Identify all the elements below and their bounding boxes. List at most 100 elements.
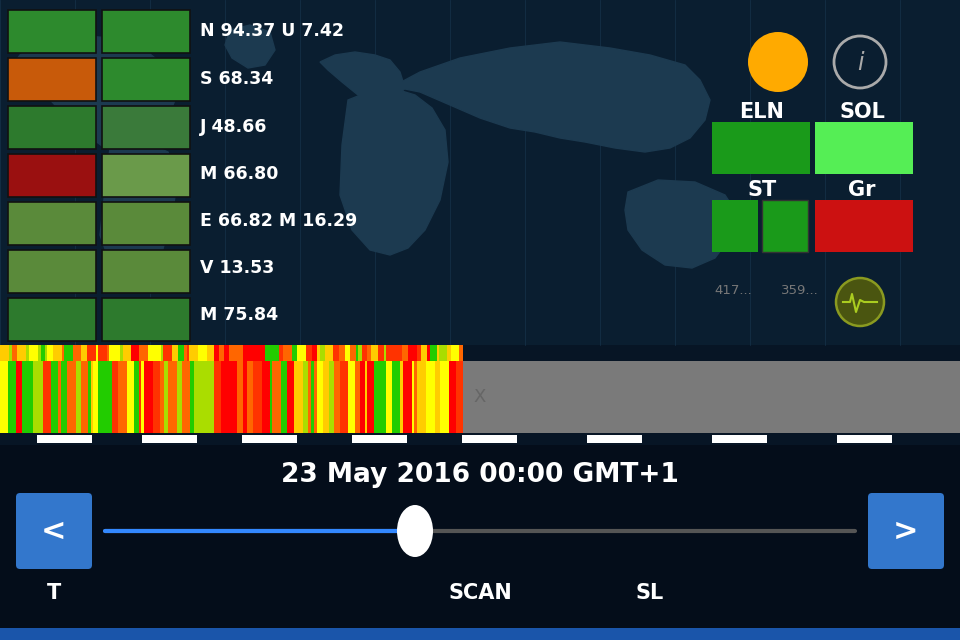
FancyBboxPatch shape	[33, 361, 39, 433]
FancyBboxPatch shape	[292, 345, 297, 361]
FancyBboxPatch shape	[141, 361, 144, 433]
FancyBboxPatch shape	[88, 361, 91, 433]
FancyBboxPatch shape	[8, 250, 96, 293]
FancyBboxPatch shape	[102, 106, 190, 149]
FancyBboxPatch shape	[28, 361, 33, 433]
FancyBboxPatch shape	[189, 345, 198, 361]
FancyBboxPatch shape	[208, 361, 214, 433]
Text: X: X	[474, 388, 486, 406]
FancyBboxPatch shape	[378, 345, 384, 361]
FancyBboxPatch shape	[102, 202, 190, 245]
FancyBboxPatch shape	[308, 361, 311, 433]
FancyBboxPatch shape	[148, 345, 153, 361]
FancyBboxPatch shape	[0, 345, 9, 361]
FancyBboxPatch shape	[172, 345, 178, 361]
FancyBboxPatch shape	[184, 345, 187, 361]
FancyBboxPatch shape	[4, 361, 8, 433]
FancyBboxPatch shape	[412, 361, 414, 433]
FancyBboxPatch shape	[815, 122, 913, 174]
Text: E 66.82 M 16.29: E 66.82 M 16.29	[200, 212, 357, 230]
FancyBboxPatch shape	[207, 345, 214, 361]
FancyBboxPatch shape	[8, 202, 96, 245]
FancyBboxPatch shape	[356, 345, 358, 361]
FancyBboxPatch shape	[360, 361, 365, 433]
FancyBboxPatch shape	[323, 361, 329, 433]
FancyBboxPatch shape	[134, 361, 139, 433]
FancyBboxPatch shape	[386, 345, 394, 361]
FancyBboxPatch shape	[178, 345, 184, 361]
FancyBboxPatch shape	[587, 435, 642, 443]
FancyBboxPatch shape	[81, 361, 88, 433]
FancyBboxPatch shape	[9, 345, 12, 361]
FancyBboxPatch shape	[182, 361, 190, 433]
FancyBboxPatch shape	[240, 345, 243, 361]
FancyBboxPatch shape	[73, 345, 81, 361]
FancyBboxPatch shape	[320, 345, 325, 361]
FancyBboxPatch shape	[102, 298, 190, 341]
FancyBboxPatch shape	[417, 361, 426, 433]
FancyBboxPatch shape	[265, 345, 274, 361]
FancyBboxPatch shape	[219, 361, 221, 433]
FancyBboxPatch shape	[102, 10, 190, 53]
FancyBboxPatch shape	[214, 345, 219, 361]
FancyBboxPatch shape	[427, 345, 430, 361]
Polygon shape	[100, 142, 178, 292]
Polygon shape	[225, 25, 275, 68]
FancyBboxPatch shape	[868, 493, 944, 569]
Circle shape	[748, 32, 808, 92]
Text: 417...: 417...	[714, 284, 752, 296]
FancyBboxPatch shape	[47, 345, 53, 361]
FancyBboxPatch shape	[430, 345, 437, 361]
FancyBboxPatch shape	[258, 345, 265, 361]
Circle shape	[836, 278, 884, 326]
FancyBboxPatch shape	[168, 361, 177, 433]
FancyBboxPatch shape	[139, 361, 141, 433]
FancyBboxPatch shape	[449, 361, 456, 433]
Text: J 48.66: J 48.66	[200, 118, 268, 136]
FancyBboxPatch shape	[345, 345, 350, 361]
FancyBboxPatch shape	[837, 435, 892, 443]
FancyBboxPatch shape	[283, 345, 292, 361]
FancyBboxPatch shape	[287, 361, 294, 433]
FancyBboxPatch shape	[311, 361, 314, 433]
FancyBboxPatch shape	[306, 345, 312, 361]
FancyBboxPatch shape	[712, 435, 767, 443]
FancyBboxPatch shape	[281, 361, 287, 433]
FancyBboxPatch shape	[58, 361, 61, 433]
FancyBboxPatch shape	[109, 345, 116, 361]
Text: ST: ST	[748, 180, 777, 200]
FancyBboxPatch shape	[102, 154, 190, 197]
FancyBboxPatch shape	[314, 361, 317, 433]
FancyBboxPatch shape	[116, 345, 120, 361]
FancyBboxPatch shape	[164, 361, 168, 433]
Text: i: i	[856, 51, 863, 75]
FancyBboxPatch shape	[224, 345, 229, 361]
FancyBboxPatch shape	[51, 361, 58, 433]
Ellipse shape	[397, 505, 433, 557]
Text: SOL: SOL	[839, 102, 885, 122]
FancyBboxPatch shape	[102, 250, 190, 293]
FancyBboxPatch shape	[417, 345, 421, 361]
FancyBboxPatch shape	[91, 361, 93, 433]
FancyBboxPatch shape	[0, 361, 4, 433]
FancyBboxPatch shape	[447, 345, 451, 361]
FancyBboxPatch shape	[112, 361, 118, 433]
FancyBboxPatch shape	[340, 361, 348, 433]
FancyBboxPatch shape	[270, 361, 272, 433]
Text: S 68.34: S 68.34	[200, 70, 274, 88]
FancyBboxPatch shape	[377, 361, 379, 433]
FancyBboxPatch shape	[118, 361, 127, 433]
FancyBboxPatch shape	[39, 361, 43, 433]
FancyBboxPatch shape	[98, 345, 107, 361]
FancyBboxPatch shape	[762, 200, 808, 252]
FancyBboxPatch shape	[294, 361, 303, 433]
FancyBboxPatch shape	[348, 361, 355, 433]
FancyBboxPatch shape	[333, 345, 339, 361]
FancyBboxPatch shape	[334, 361, 340, 433]
FancyBboxPatch shape	[267, 361, 270, 433]
FancyBboxPatch shape	[462, 435, 517, 443]
FancyBboxPatch shape	[403, 361, 412, 433]
FancyBboxPatch shape	[192, 361, 194, 433]
FancyBboxPatch shape	[120, 345, 123, 361]
FancyBboxPatch shape	[451, 345, 459, 361]
